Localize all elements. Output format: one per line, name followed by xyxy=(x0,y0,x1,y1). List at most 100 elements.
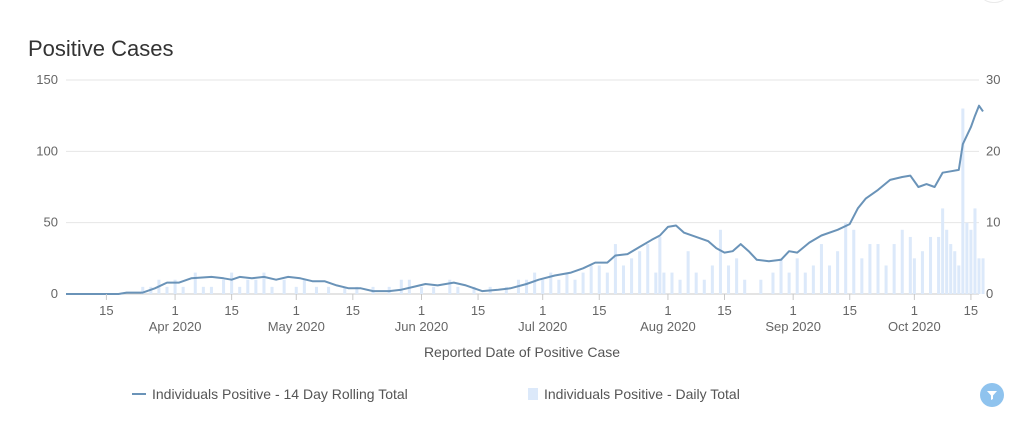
daily-total-bar xyxy=(238,286,242,294)
daily-total-bar xyxy=(787,272,791,294)
daily-total-bar xyxy=(472,286,476,294)
legend-label-daily-total: Individuals Positive - Daily Total xyxy=(544,386,740,402)
daily-total-bar xyxy=(929,236,933,294)
daily-total-bar xyxy=(573,279,577,294)
daily-total-bar xyxy=(141,286,145,294)
line-series-rolling-total xyxy=(66,104,984,295)
daily-total-bar xyxy=(597,265,601,294)
grid-lines xyxy=(66,79,979,295)
x-tick-label: 15 xyxy=(224,303,238,318)
daily-total-bar xyxy=(686,251,690,294)
y-left-tick-label: 0 xyxy=(51,286,58,301)
daily-total-bar xyxy=(282,279,286,294)
daily-total-bar xyxy=(852,229,856,294)
daily-total-bar xyxy=(727,265,731,294)
daily-total-bar xyxy=(771,272,775,294)
daily-total-bar xyxy=(876,244,880,294)
filter-button[interactable] xyxy=(980,383,1004,407)
daily-total-bar xyxy=(735,258,739,294)
x-tick-label: 15 xyxy=(346,303,360,318)
x-month-label: Jun 2020 xyxy=(395,319,449,334)
daily-total-bar xyxy=(658,236,662,294)
daily-total-bar xyxy=(710,265,714,294)
daily-total-bar xyxy=(581,272,585,294)
daily-total-bar xyxy=(819,244,823,294)
x-tick-label: 1 xyxy=(539,303,546,318)
daily-total-bar xyxy=(646,244,650,294)
bar-series-daily-total xyxy=(141,108,985,295)
y-left-tick-label: 150 xyxy=(36,72,58,87)
legend-label-rolling-total: Individuals Positive - 14 Day Rolling To… xyxy=(152,386,408,402)
daily-total-bar xyxy=(743,279,747,294)
daily-total-bar xyxy=(908,236,912,294)
daily-total-bar xyxy=(525,279,529,294)
daily-total-bar xyxy=(541,279,545,294)
daily-total-bar xyxy=(654,272,658,294)
daily-total-bar xyxy=(828,265,832,294)
x-month-label: Sep 2020 xyxy=(765,319,821,334)
rolling-total-line xyxy=(66,104,984,295)
daily-total-bar xyxy=(565,272,569,294)
daily-total-bar xyxy=(678,279,682,294)
daily-total-bar xyxy=(399,279,403,294)
daily-total-bar xyxy=(209,286,213,294)
daily-total-bar xyxy=(246,279,250,294)
y-left-tick-label: 100 xyxy=(36,143,58,158)
daily-total-bar xyxy=(448,279,452,294)
daily-total-bar xyxy=(860,258,864,294)
y-right-tick-label: 10 xyxy=(986,215,1000,230)
daily-total-bar xyxy=(759,279,763,294)
daily-total-bar xyxy=(920,251,924,294)
filter-icon xyxy=(987,391,997,400)
daily-total-bar xyxy=(961,108,965,295)
legend-item-daily-total[interactable]: Individuals Positive - Daily Total xyxy=(528,384,740,404)
daily-total-bar xyxy=(670,272,674,294)
daily-total-bar xyxy=(621,265,626,294)
legend-item-rolling-total[interactable]: Individuals Positive - 14 Day Rolling To… xyxy=(132,384,408,404)
daily-total-bar xyxy=(702,279,706,294)
x-tick-label: 1 xyxy=(171,303,178,318)
daily-total-bar xyxy=(605,272,609,294)
daily-total-bar xyxy=(549,272,553,294)
x-tick-label: 1 xyxy=(293,303,300,318)
daily-total-bar xyxy=(949,244,953,294)
daily-total-bar xyxy=(262,272,266,294)
x-month-label: May 2020 xyxy=(268,319,325,334)
daily-total-bar xyxy=(504,286,508,294)
daily-total-bar xyxy=(419,286,424,294)
x-axis-label: Reported Date of Positive Case xyxy=(424,344,620,360)
y-left-tick-label: 50 xyxy=(44,215,58,230)
daily-total-bar xyxy=(222,279,226,294)
x-tick-label: 1 xyxy=(911,303,918,318)
x-tick-label: 15 xyxy=(592,303,606,318)
daily-total-bar xyxy=(630,258,634,294)
daily-total-bar xyxy=(892,244,896,294)
daily-total-bar xyxy=(165,286,169,294)
daily-total-bar xyxy=(201,286,205,294)
daily-total-bar xyxy=(945,229,949,294)
daily-total-bar xyxy=(181,286,185,294)
daily-total-bar xyxy=(803,272,807,294)
x-tick-label: 15 xyxy=(717,303,731,318)
y-right-tick-label: 0 xyxy=(986,286,993,301)
daily-total-bar xyxy=(432,286,436,294)
daily-total-bar xyxy=(589,265,593,294)
daily-total-bar xyxy=(953,251,957,294)
daily-total-bar xyxy=(456,286,460,294)
x-tick-label: 1 xyxy=(790,303,797,318)
daily-total-bar xyxy=(302,279,306,294)
daily-total-bar xyxy=(327,286,331,294)
x-tick-label: 15 xyxy=(842,303,856,318)
daily-total-bar xyxy=(811,265,815,294)
daily-total-bar xyxy=(355,286,359,294)
daily-total-bar xyxy=(718,229,722,294)
daily-total-bar xyxy=(912,258,916,294)
daily-total-bar xyxy=(981,258,985,294)
daily-total-bar xyxy=(270,286,274,294)
daily-total-bar xyxy=(868,244,872,294)
daily-total-bar xyxy=(977,258,981,294)
daily-total-bar xyxy=(662,272,666,294)
daily-total-bar xyxy=(193,272,197,294)
